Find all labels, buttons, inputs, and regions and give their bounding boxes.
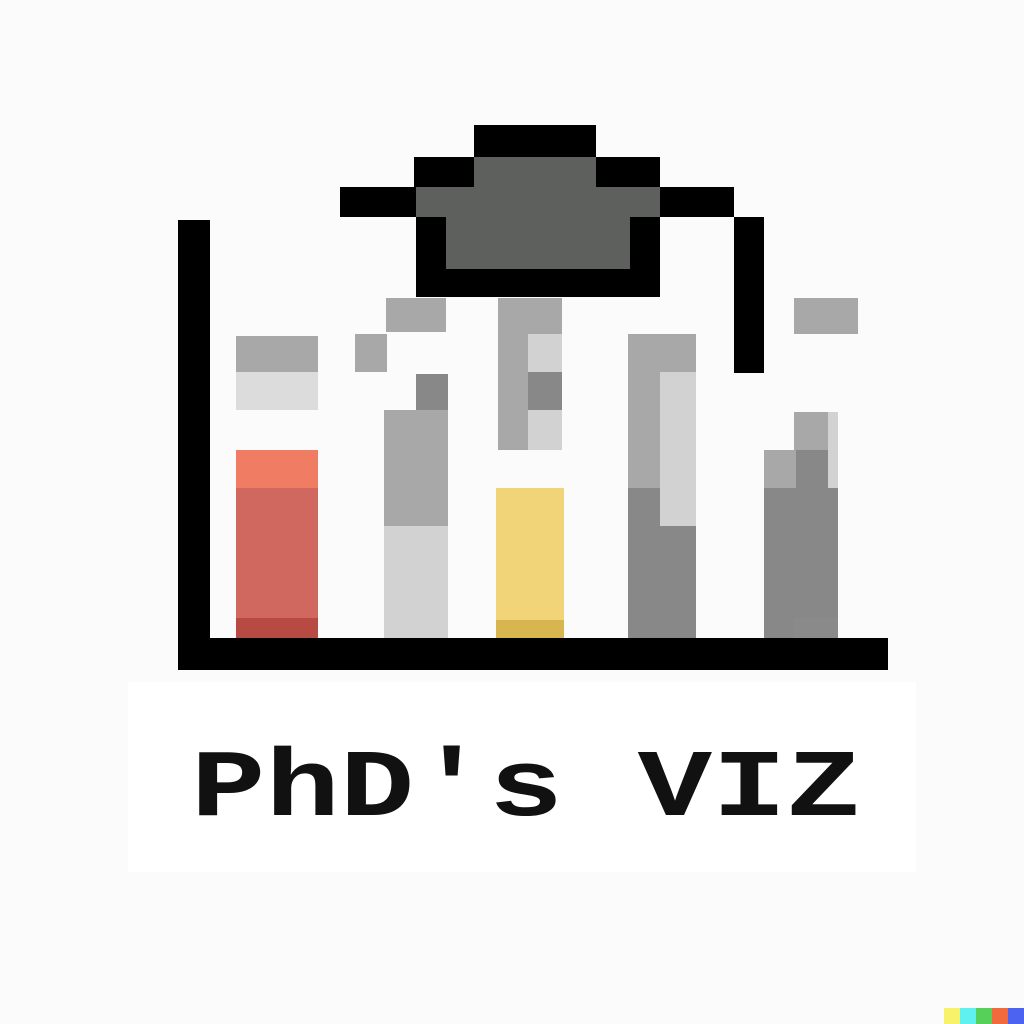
bar-light-gray bbox=[355, 298, 448, 640]
graduation-cap-icon bbox=[340, 125, 764, 373]
y-axis bbox=[178, 220, 210, 670]
bar-chart-icon bbox=[178, 220, 888, 670]
bar-dark-gray bbox=[628, 334, 696, 640]
logo-title: PhD's VIZ bbox=[191, 735, 861, 844]
bar-yellow bbox=[496, 298, 564, 640]
bar-gray bbox=[764, 298, 858, 640]
cap-tassel bbox=[734, 217, 764, 373]
x-axis bbox=[178, 638, 888, 670]
title-panel bbox=[128, 682, 916, 872]
bar-red bbox=[236, 336, 318, 640]
corner-swatches bbox=[944, 1008, 1024, 1024]
